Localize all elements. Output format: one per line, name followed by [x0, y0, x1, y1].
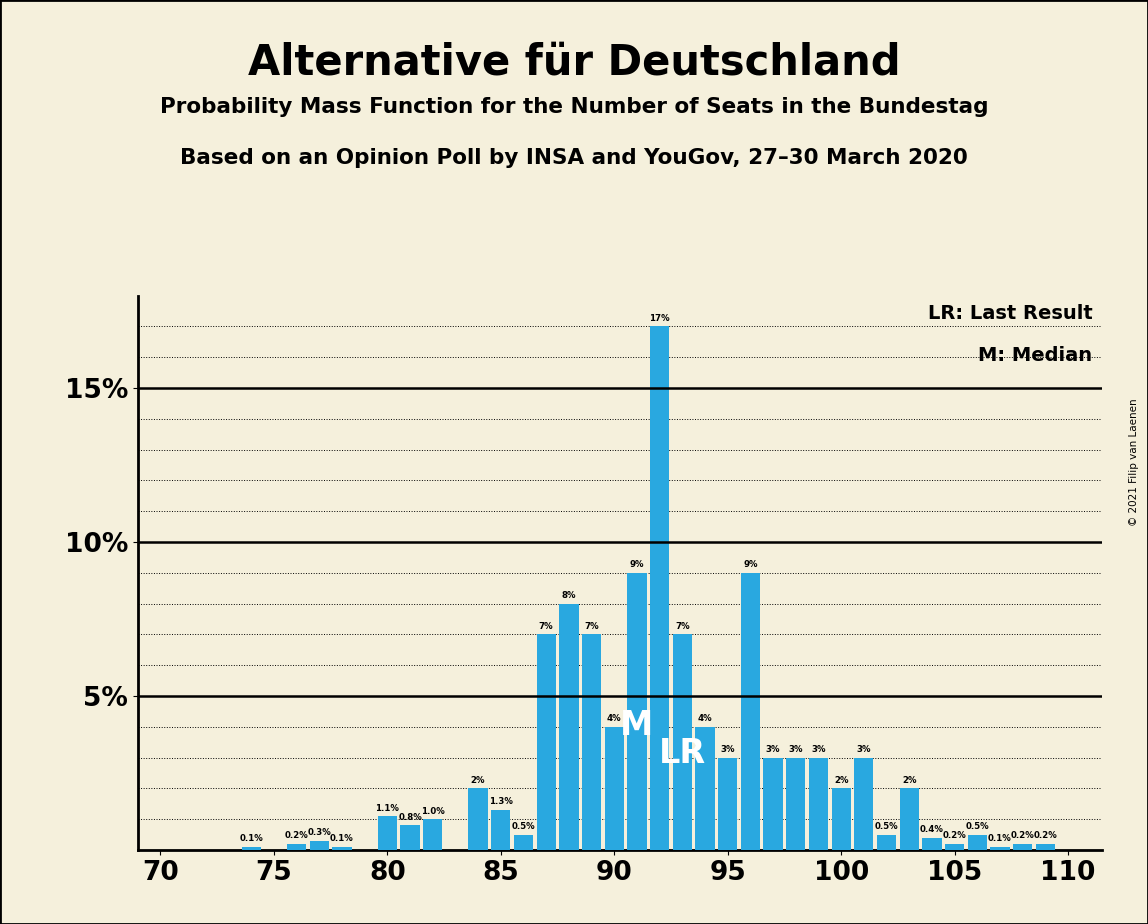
- Bar: [627, 573, 646, 850]
- Text: 7%: 7%: [675, 622, 690, 631]
- Bar: [854, 758, 874, 850]
- Text: 3%: 3%: [721, 745, 735, 754]
- Bar: [809, 758, 828, 850]
- Bar: [831, 788, 851, 850]
- Bar: [310, 841, 329, 850]
- Text: 7%: 7%: [584, 622, 599, 631]
- Bar: [718, 758, 737, 850]
- Bar: [786, 758, 806, 850]
- Text: 0.8%: 0.8%: [398, 813, 422, 821]
- Bar: [650, 326, 669, 850]
- Bar: [332, 847, 351, 850]
- Text: 9%: 9%: [743, 560, 758, 569]
- Text: 17%: 17%: [650, 314, 670, 322]
- Bar: [514, 834, 533, 850]
- Text: 1.1%: 1.1%: [375, 804, 400, 812]
- Bar: [424, 820, 442, 850]
- Text: 1.3%: 1.3%: [489, 797, 513, 807]
- Text: 2%: 2%: [833, 776, 848, 784]
- Bar: [696, 727, 715, 850]
- Bar: [968, 834, 987, 850]
- Bar: [763, 758, 783, 850]
- Text: 9%: 9%: [630, 560, 644, 569]
- Text: 0.5%: 0.5%: [512, 822, 535, 831]
- Bar: [900, 788, 918, 850]
- Bar: [582, 635, 602, 850]
- Bar: [559, 603, 579, 850]
- Text: © 2021 Filip van Laenen: © 2021 Filip van Laenen: [1128, 398, 1139, 526]
- Bar: [536, 635, 556, 850]
- Text: 3%: 3%: [856, 745, 871, 754]
- Bar: [491, 810, 511, 850]
- Text: 7%: 7%: [538, 622, 553, 631]
- Text: 0.4%: 0.4%: [920, 825, 944, 834]
- Text: 3%: 3%: [766, 745, 781, 754]
- Text: 0.5%: 0.5%: [965, 822, 990, 831]
- Bar: [1035, 844, 1055, 850]
- Bar: [468, 788, 488, 850]
- Text: 8%: 8%: [561, 591, 576, 600]
- Text: LR: LR: [659, 736, 706, 770]
- Text: 0.1%: 0.1%: [239, 834, 263, 844]
- Bar: [673, 635, 692, 850]
- Text: 0.2%: 0.2%: [1033, 832, 1057, 840]
- Bar: [877, 834, 897, 850]
- Bar: [605, 727, 623, 850]
- Text: 0.2%: 0.2%: [943, 832, 967, 840]
- Bar: [922, 838, 941, 850]
- Text: LR: Last Result: LR: Last Result: [928, 304, 1093, 323]
- Bar: [991, 847, 1009, 850]
- Text: Probability Mass Function for the Number of Seats in the Bundestag: Probability Mass Function for the Number…: [160, 97, 988, 117]
- Bar: [287, 844, 307, 850]
- Bar: [740, 573, 760, 850]
- Text: 2%: 2%: [902, 776, 916, 784]
- Text: 3%: 3%: [789, 745, 802, 754]
- Bar: [241, 847, 261, 850]
- Bar: [401, 825, 420, 850]
- Text: M: M: [620, 709, 653, 742]
- Text: M: Median: M: Median: [978, 346, 1093, 365]
- Bar: [378, 816, 397, 850]
- Bar: [945, 844, 964, 850]
- Text: Based on an Opinion Poll by INSA and YouGov, 27–30 March 2020: Based on an Opinion Poll by INSA and You…: [180, 148, 968, 168]
- Text: 0.3%: 0.3%: [308, 828, 331, 837]
- Text: 0.1%: 0.1%: [988, 834, 1011, 844]
- Text: 2%: 2%: [471, 776, 486, 784]
- Text: 1.0%: 1.0%: [421, 807, 444, 816]
- Text: 4%: 4%: [607, 714, 621, 723]
- Text: 0.1%: 0.1%: [331, 834, 354, 844]
- Text: 0.2%: 0.2%: [1010, 832, 1034, 840]
- Text: Alternative für Deutschland: Alternative für Deutschland: [248, 42, 900, 83]
- Text: 4%: 4%: [698, 714, 712, 723]
- Bar: [1013, 844, 1032, 850]
- Text: 0.5%: 0.5%: [875, 822, 899, 831]
- Text: 3%: 3%: [812, 745, 825, 754]
- Text: 0.2%: 0.2%: [285, 832, 309, 840]
